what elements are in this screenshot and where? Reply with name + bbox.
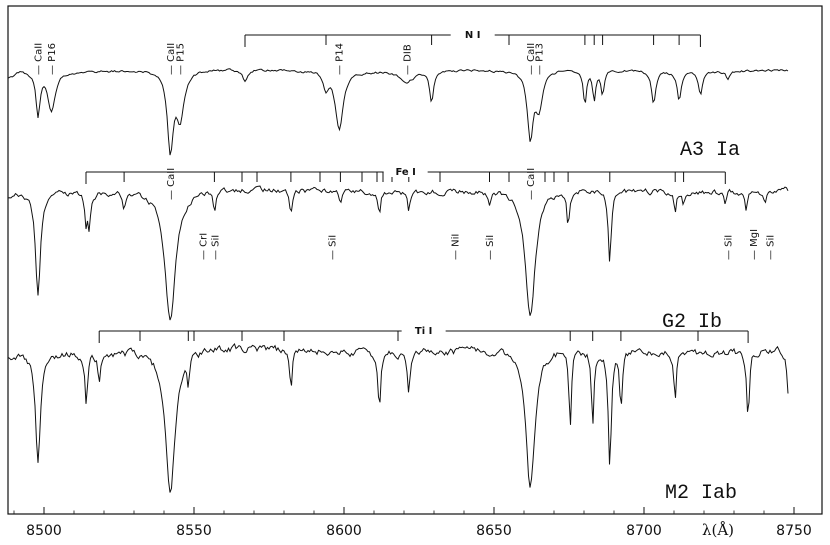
group-label: Fe I bbox=[395, 167, 415, 178]
x-tick-label: 8550 bbox=[176, 523, 212, 539]
group-label-bg bbox=[450, 27, 495, 40]
spectra-series bbox=[7, 68, 789, 493]
group-label-bg bbox=[383, 164, 428, 177]
line-annotation: — NiI bbox=[451, 234, 462, 260]
line-annotations: — CaII — P16— CaII— P15— P14— DIB — CaII— … bbox=[34, 43, 777, 260]
line-annotation: — MgI bbox=[749, 229, 760, 260]
x-tick-label: 8600 bbox=[326, 523, 362, 539]
x-tick-label: 8650 bbox=[476, 523, 512, 539]
series-label: M2 Iab bbox=[665, 482, 737, 505]
line-annotation: — P15 bbox=[176, 43, 187, 75]
line-annotation: — CaII bbox=[526, 43, 537, 75]
line-annotation: — SiI bbox=[766, 235, 777, 260]
spectrum-m2-iab bbox=[7, 343, 789, 493]
group-label: Ti I bbox=[415, 326, 432, 337]
line-annotation: — SiI bbox=[485, 235, 496, 260]
line-annotation: — CaII bbox=[34, 43, 45, 75]
spectrum-a3-ia bbox=[7, 68, 789, 156]
line-annotation: — P14 bbox=[335, 43, 346, 75]
series-labels: A3 Ia G2 Ib M2 Iab bbox=[662, 139, 740, 505]
x-axis-ticks: 8500 8550 8600 8650 8700 8750 bbox=[13, 507, 812, 539]
line-annotation: — CaII bbox=[166, 43, 177, 75]
spectrum-g2-ib bbox=[7, 185, 789, 321]
x-tick-label: 8700 bbox=[626, 523, 662, 539]
x-tick-label: 8500 bbox=[26, 523, 62, 539]
line-annotation: — P13 bbox=[535, 43, 546, 75]
line-annotation: — SiI bbox=[211, 235, 222, 260]
plot-frame bbox=[7, 5, 823, 515]
line-groups: N I Fe I Ti I bbox=[85, 27, 749, 343]
series-label: A3 Ia bbox=[680, 139, 740, 162]
group-label-bg bbox=[401, 323, 446, 336]
series-label: G2 Ib bbox=[662, 311, 722, 334]
line-annotation: — SiI bbox=[328, 235, 339, 260]
line-annotation: — CrI bbox=[199, 233, 210, 260]
x-axis-label: λ(Å) bbox=[702, 521, 734, 539]
line-annotation: — CaII bbox=[166, 168, 177, 200]
x-tick-label: 8750 bbox=[776, 523, 812, 539]
line-annotation: — P16 bbox=[47, 43, 58, 75]
line-annotation: — DIB bbox=[403, 44, 414, 75]
line-annotation: — CaII bbox=[526, 168, 537, 200]
group-label: N I bbox=[465, 30, 481, 41]
line-annotation: — SiI bbox=[724, 235, 735, 260]
